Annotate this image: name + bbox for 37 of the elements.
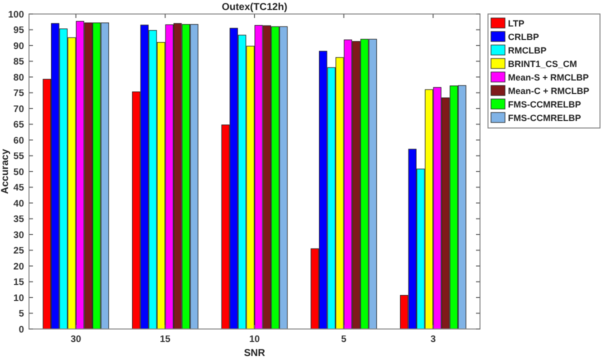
legend-label: CRLBP xyxy=(508,32,539,42)
legend-label: FMS-CCMRELBP xyxy=(508,113,581,123)
y-tick-label: 95 xyxy=(13,25,25,36)
y-axis-title: Accuracy xyxy=(0,148,11,194)
chart-title: Outex(TC12h) xyxy=(222,2,288,13)
y-tick-label: 100 xyxy=(8,9,24,20)
y-tick-label: 10 xyxy=(13,292,24,304)
y-tick-label: 65 xyxy=(13,120,25,131)
y-tick-label: 30 xyxy=(13,230,24,241)
legend-label: Mean-C + RMCLBP xyxy=(508,86,590,96)
legend-label: BRINT1_CS_CM xyxy=(508,59,578,69)
y-tick-label: 55 xyxy=(13,151,25,162)
y-tick-label: 25 xyxy=(13,246,25,257)
y-tick-label: 75 xyxy=(13,88,25,100)
x-tick-label: 10 xyxy=(249,334,260,345)
y-tick-label: 50 xyxy=(13,166,24,178)
legend-label: FMS-CCMRELBP xyxy=(508,100,581,110)
legend-label: Mean-S + RMCLBP xyxy=(508,72,589,82)
y-tick-label: 5 xyxy=(18,308,25,320)
y-tick-label: 60 xyxy=(13,135,24,146)
x-tick-label: 5 xyxy=(341,334,348,345)
y-tick-label: 40 xyxy=(13,198,24,210)
y-tick-label: 0 xyxy=(18,324,24,336)
y-tick-label: 45 xyxy=(13,182,25,194)
y-tick-label: 20 xyxy=(13,261,24,272)
y-tick-label: 90 xyxy=(13,40,24,52)
legend-label: LTP xyxy=(508,18,524,28)
x-axis-title: SNR xyxy=(244,348,266,359)
x-tick-label: 15 xyxy=(160,334,172,345)
x-tick-label: 30 xyxy=(70,334,82,345)
legend-label: RMCLBP xyxy=(508,46,546,56)
y-tick-label: 80 xyxy=(13,72,24,84)
x-tick-label: 3 xyxy=(430,334,436,345)
y-tick-label: 70 xyxy=(13,104,24,115)
y-tick-label: 85 xyxy=(13,56,25,68)
y-tick-label: 15 xyxy=(13,277,25,288)
y-tick-label: 35 xyxy=(13,214,25,226)
